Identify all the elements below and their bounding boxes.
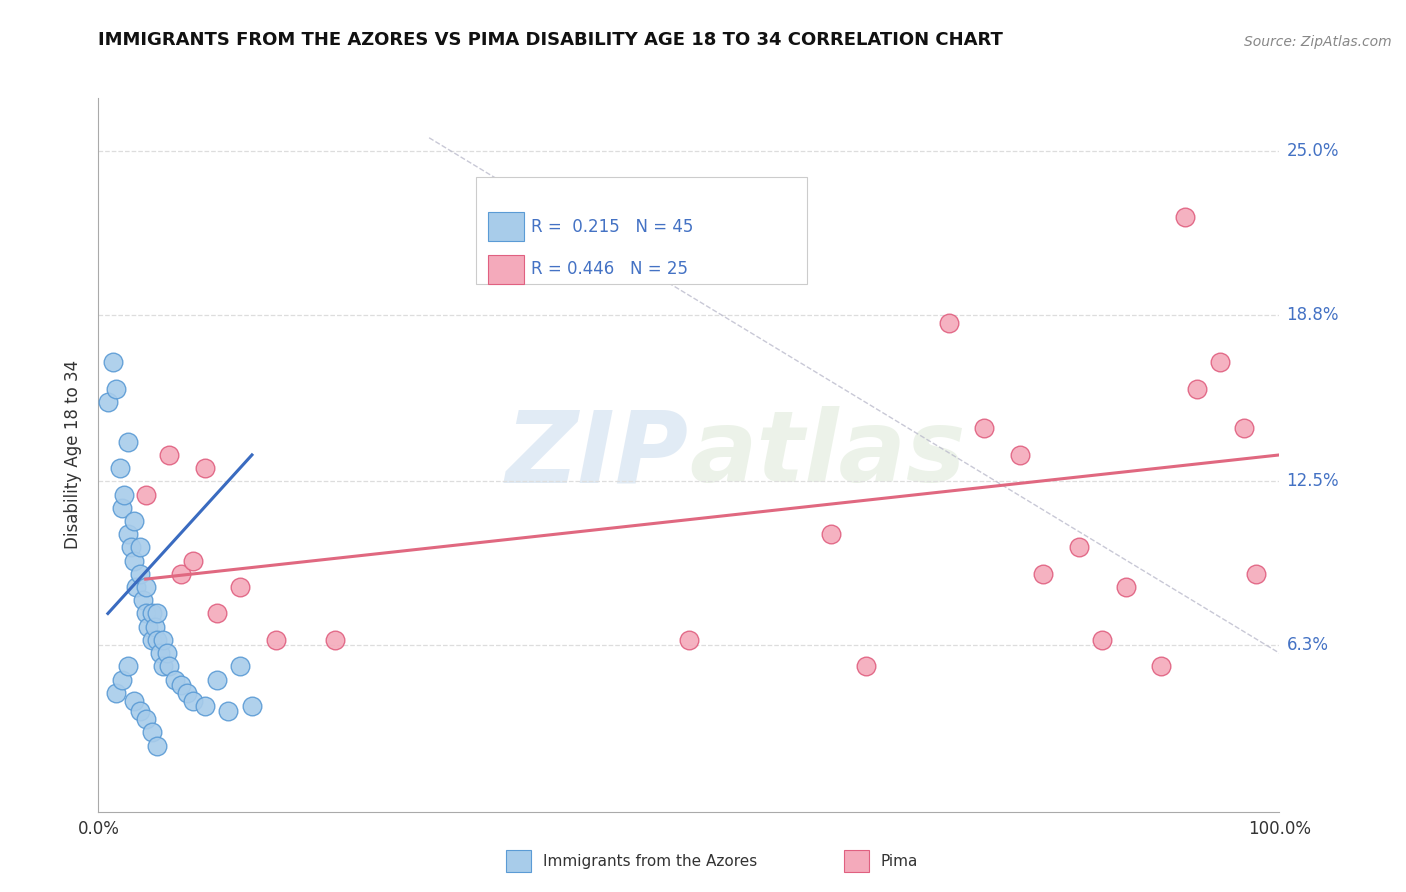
Point [165, 673, 187, 687]
Point [135, 712, 157, 726]
Text: Source: ZipAtlas.com: Source: ZipAtlas.com [1244, 35, 1392, 49]
Point [820, 527, 842, 541]
Point [176, 686, 198, 700]
Text: 25.0%: 25.0% [1286, 142, 1339, 160]
Point [217, 704, 239, 718]
Point [1209, 355, 1232, 369]
Point [678, 632, 700, 647]
Point [136, 620, 159, 634]
Point [205, 673, 228, 687]
Point [97, 395, 120, 409]
Point [973, 421, 995, 435]
Point [143, 620, 166, 634]
Point [938, 316, 960, 330]
Point [122, 554, 145, 568]
Point [264, 632, 287, 647]
Point [141, 725, 163, 739]
Point [194, 698, 217, 713]
Point [170, 678, 193, 692]
Point [105, 686, 128, 700]
Point [146, 607, 169, 621]
Text: Pima: Pima [880, 854, 918, 869]
Point [141, 632, 163, 647]
Point [229, 659, 252, 673]
Point [117, 659, 139, 673]
Point [855, 659, 877, 673]
Point [229, 580, 252, 594]
Point [156, 646, 179, 660]
Point [1008, 448, 1031, 462]
Point [194, 461, 217, 475]
Point [117, 527, 139, 541]
Point [128, 704, 150, 718]
Point [157, 448, 180, 462]
Point [1115, 580, 1137, 594]
Point [128, 541, 150, 555]
Point [152, 659, 174, 673]
Point [152, 632, 174, 647]
Point [135, 580, 157, 594]
Text: atlas: atlas [689, 407, 966, 503]
Point [105, 382, 128, 396]
Text: 6.3%: 6.3% [1286, 636, 1329, 654]
Point [132, 593, 155, 607]
Point [128, 566, 150, 581]
Text: Immigrants from the Azores: Immigrants from the Azores [543, 854, 756, 869]
Point [1091, 632, 1114, 647]
Text: 18.8%: 18.8% [1286, 306, 1339, 324]
Point [112, 487, 135, 501]
Point [135, 487, 157, 501]
Point [122, 694, 145, 708]
Point [181, 554, 204, 568]
Text: R =  0.215   N = 45: R = 0.215 N = 45 [530, 218, 693, 235]
Point [170, 566, 193, 581]
Text: R = 0.446   N = 25: R = 0.446 N = 25 [530, 260, 688, 278]
Point [121, 541, 143, 555]
Point [323, 632, 346, 647]
Text: 12.5%: 12.5% [1286, 473, 1339, 491]
Point [135, 607, 157, 621]
Text: ZIP: ZIP [506, 407, 689, 503]
Point [117, 434, 139, 449]
Point [111, 673, 134, 687]
Y-axis label: Disability Age 18 to 34: Disability Age 18 to 34 [65, 360, 83, 549]
Point [181, 694, 204, 708]
Point [125, 580, 148, 594]
Point [146, 739, 169, 753]
Point [1174, 210, 1197, 224]
Point [149, 646, 172, 660]
Point [108, 461, 131, 475]
Point [101, 355, 124, 369]
Point [1032, 566, 1054, 581]
Text: IMMIGRANTS FROM THE AZORES VS PIMA DISABILITY AGE 18 TO 34 CORRELATION CHART: IMMIGRANTS FROM THE AZORES VS PIMA DISAB… [98, 31, 1004, 49]
Point [1233, 421, 1256, 435]
Point [122, 514, 145, 528]
Point [1244, 566, 1267, 581]
Point [240, 698, 263, 713]
Point [1185, 382, 1208, 396]
Point [1067, 541, 1090, 555]
Point [205, 607, 228, 621]
Point [111, 500, 134, 515]
Point [1150, 659, 1173, 673]
Point [146, 632, 169, 647]
Point [157, 659, 180, 673]
Point [141, 607, 163, 621]
